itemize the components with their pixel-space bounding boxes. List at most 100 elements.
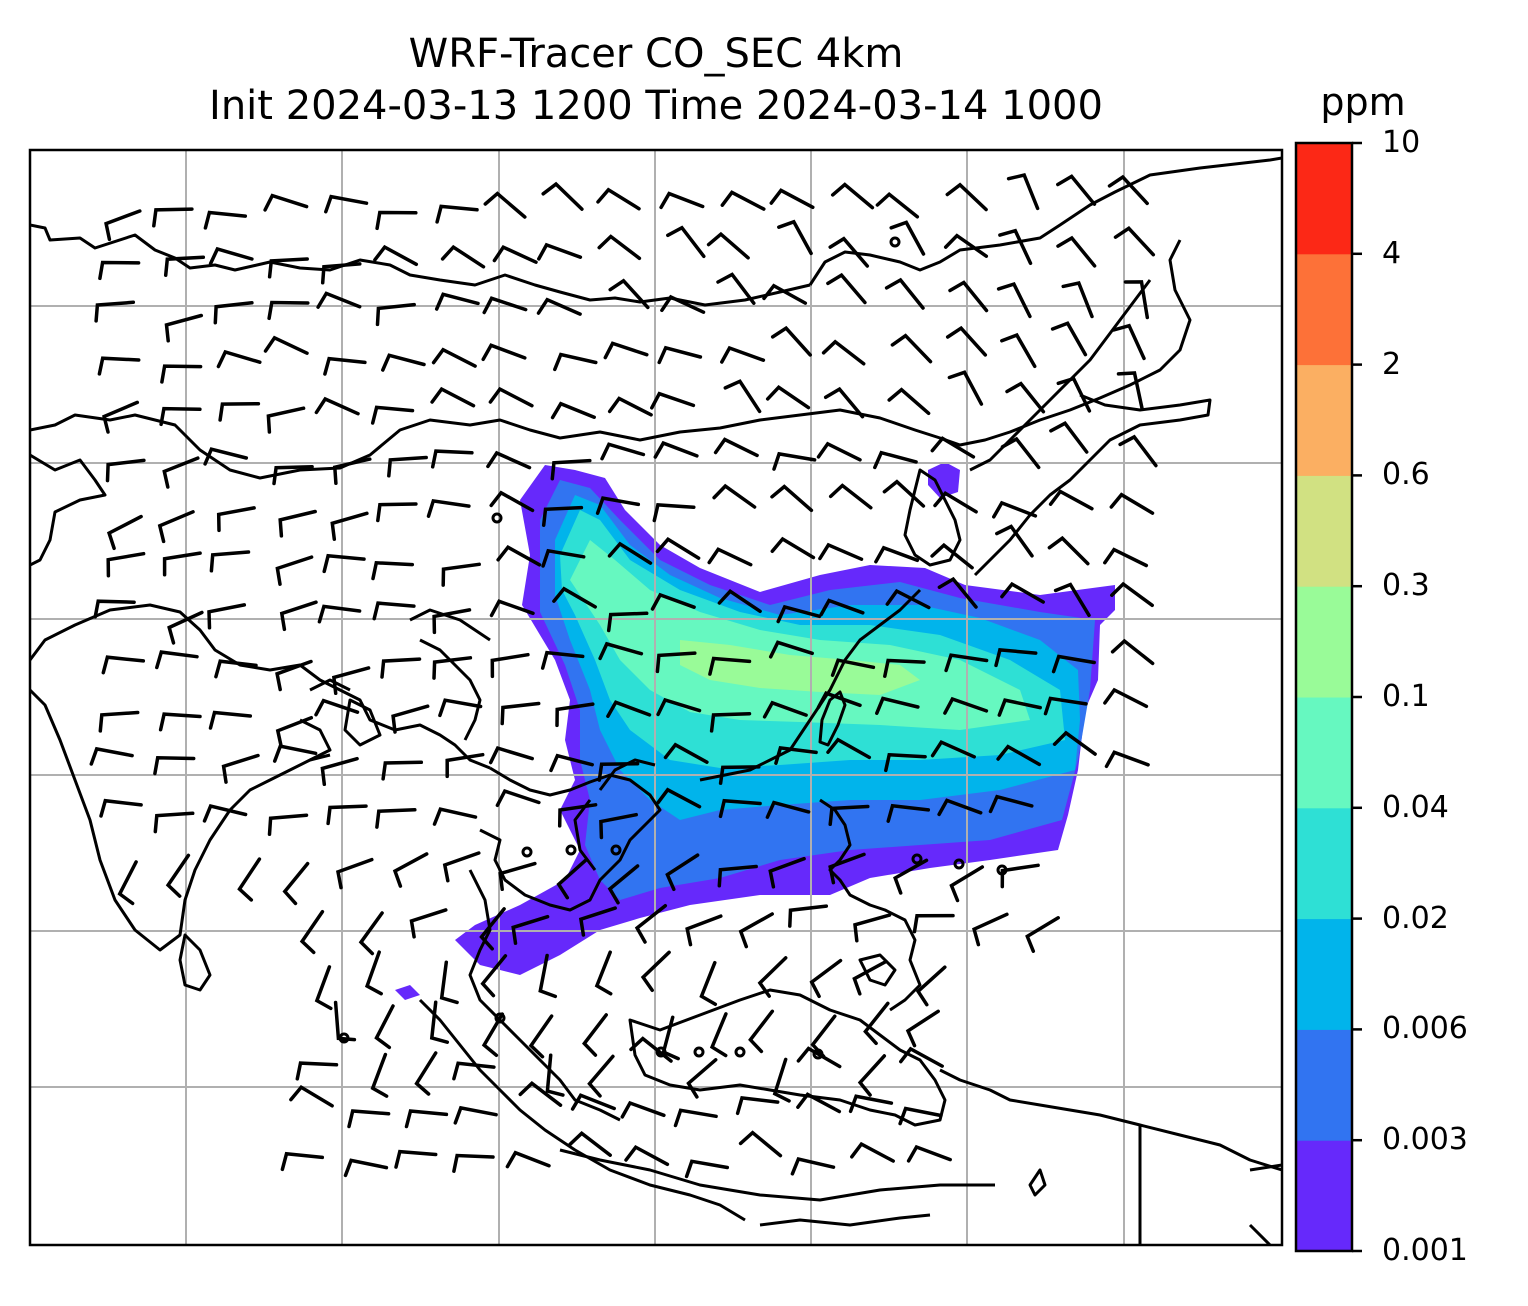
wind-barb (394, 1149, 438, 1169)
wind-barb (597, 761, 640, 782)
wind-barb (770, 484, 814, 513)
wind-barb (1103, 547, 1149, 568)
wind-barb (992, 500, 1038, 519)
wind-barb (640, 950, 671, 993)
wind-barb (440, 244, 486, 269)
wind-barb (370, 405, 415, 425)
wind-barb (1056, 235, 1097, 268)
wind-barb (498, 861, 537, 892)
wind-barb (1123, 280, 1150, 320)
wind-barb (98, 710, 140, 733)
wind-barb (218, 401, 261, 422)
wind-barb (988, 794, 1034, 814)
wind-barb (937, 576, 978, 609)
wind-barb (656, 787, 702, 809)
wind-barb (948, 280, 989, 313)
wind-barb (324, 194, 369, 214)
wind-barb (101, 655, 146, 675)
wind-barb (599, 812, 638, 840)
wind-barb (607, 396, 653, 417)
wind-barb (375, 302, 416, 327)
wind-barb (441, 562, 481, 587)
map-title-line2: Init 2024-03-13 1200 Time 2024-03-14 100… (209, 83, 1103, 129)
wind-barb (770, 325, 812, 357)
wind-barb (930, 436, 976, 459)
wind-barb (774, 745, 818, 765)
wind-barb (314, 396, 360, 416)
wind-barb (370, 1052, 389, 1098)
colorbar-tick-label: 0.1 (1382, 679, 1430, 714)
wind-barb (720, 190, 766, 211)
wind-barb (1047, 535, 1090, 566)
wind-barb (432, 608, 472, 635)
wind-barb (511, 914, 550, 945)
wind-barb (768, 856, 806, 889)
wind-barb (684, 1159, 730, 1179)
wind-barb (106, 551, 146, 578)
wind-barb (155, 650, 199, 670)
wind-barb (374, 1004, 395, 1050)
colorbar-band (1296, 1029, 1352, 1141)
wind-barb (320, 262, 362, 285)
colorbar-tick-label: 0.001 (1382, 1233, 1468, 1268)
wind-barb (490, 652, 530, 679)
wind-barb (889, 220, 926, 256)
wind-barb (557, 803, 598, 828)
wind-barb (809, 958, 843, 999)
wind-barb (947, 370, 984, 406)
wind-barb (905, 1009, 940, 1048)
wind-barb (943, 696, 989, 715)
wind-barb (267, 300, 310, 321)
wind-barb (944, 653, 989, 673)
colorbar (1296, 141, 1362, 1253)
wind-barb (541, 548, 586, 568)
wind-barb (1048, 489, 1094, 511)
wind-barb (207, 603, 247, 630)
wind-barb (453, 1105, 498, 1125)
wind-barb (893, 858, 929, 895)
wind-barb (996, 744, 1042, 767)
wind-barb (1053, 582, 1091, 618)
wind-barb (1006, 173, 1040, 211)
wind-barb (426, 498, 471, 518)
wind-barb (203, 210, 248, 230)
wind-barb (1043, 696, 1088, 716)
wind-barb (104, 209, 142, 242)
wind-barb (553, 352, 598, 372)
wind-barb (208, 710, 253, 730)
wind-barb (875, 696, 920, 715)
wind-barb (1118, 434, 1158, 468)
wind-barb (945, 182, 988, 212)
wind-barb (828, 804, 870, 827)
wind-barb (852, 959, 888, 996)
wind-barb (540, 650, 585, 670)
wind-barb (552, 586, 597, 609)
wind-barb (266, 406, 306, 434)
wind-barb (263, 335, 309, 355)
wind-barb (768, 640, 814, 659)
wind-barb (788, 904, 829, 928)
wind-barb (949, 865, 985, 903)
wind-barb (707, 547, 753, 567)
wind-barb (735, 1095, 780, 1116)
wind-barb (912, 913, 955, 934)
colorbar-tick-label: 0.02 (1382, 900, 1449, 936)
wind-barb (1116, 371, 1144, 410)
wind-barb (167, 610, 204, 645)
wind-barb (796, 1046, 842, 1069)
wind-barb (1000, 581, 1045, 604)
wind-barb (331, 666, 371, 696)
colorbar-tick-label: 0.6 (1382, 457, 1430, 493)
colorbar-tick-label: 0.04 (1382, 789, 1449, 825)
wind-barb (606, 611, 649, 633)
colorbar-band (1296, 475, 1352, 587)
wind-barb (1052, 730, 1097, 756)
wind-barb (489, 599, 535, 618)
wind-barb (996, 281, 1032, 319)
wind-barb (717, 864, 758, 888)
wind-barb (295, 1061, 339, 1081)
wind-barb (102, 400, 140, 434)
wind-barb (607, 864, 640, 905)
wind-barb (482, 296, 528, 315)
wind-barb (414, 1051, 438, 1096)
